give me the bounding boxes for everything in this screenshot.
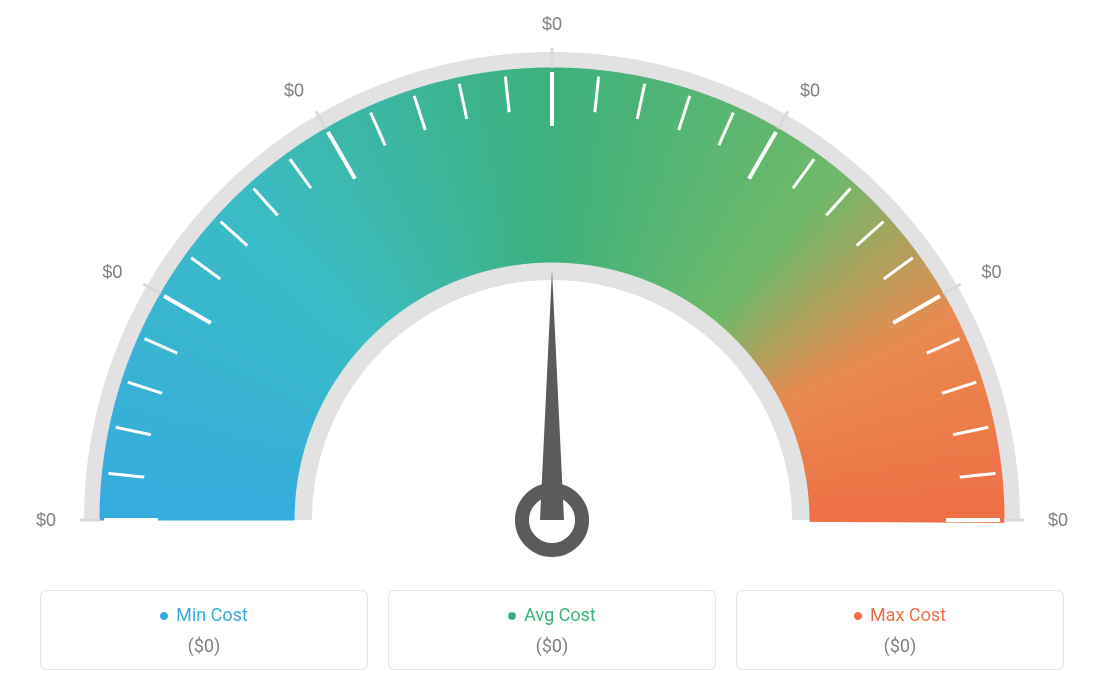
svg-text:$0: $0: [800, 80, 820, 100]
svg-text:$0: $0: [36, 510, 56, 530]
legend-title-max: Max Cost: [854, 605, 946, 626]
svg-text:$0: $0: [982, 262, 1002, 282]
legend-dot-avg: [508, 612, 516, 620]
legend-value-avg-text: ($0): [399, 636, 705, 657]
legend-value-min-text: ($0): [51, 636, 357, 657]
legend-value-max-text: ($0): [747, 636, 1053, 657]
legend-label-avg: Avg Cost: [524, 605, 596, 626]
legend-label-max: Max Cost: [870, 605, 946, 626]
svg-text:$0: $0: [284, 80, 304, 100]
gauge-chart: $0 $0 $0 $0 $0 $0 $0: [0, 0, 1104, 560]
svg-text:$0: $0: [102, 262, 122, 282]
legend-title-avg: Avg Cost: [508, 605, 596, 626]
legend-card-min: Min Cost ($0): [40, 590, 368, 671]
svg-text:$0: $0: [542, 14, 562, 34]
legend-dot-max: [854, 612, 862, 620]
legend-row: Min Cost ($0) Avg Cost ($0) Max Cost ($0…: [40, 590, 1064, 671]
cost-gauge-container: $0 $0 $0 $0 $0 $0 $0 Min Cost ($0) Avg Cost ($…: [0, 0, 1104, 690]
legend-label-min: Min Cost: [176, 605, 248, 626]
legend-card-max: Max Cost ($0): [736, 590, 1064, 671]
legend-title-min: Min Cost: [160, 605, 248, 626]
svg-text:$0: $0: [1048, 510, 1068, 530]
legend-dot-min: [160, 612, 168, 620]
gauge-svg: $0 $0 $0 $0 $0 $0 $0: [0, 0, 1104, 560]
legend-card-avg: Avg Cost ($0): [388, 590, 716, 671]
